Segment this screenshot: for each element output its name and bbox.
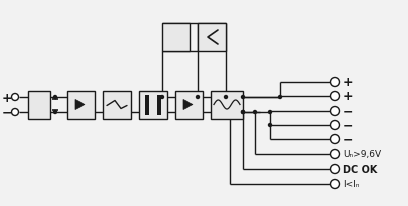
Text: −: −: [343, 133, 353, 146]
Text: +: +: [343, 76, 354, 89]
Circle shape: [53, 110, 57, 115]
Bar: [103, 91, 131, 119]
Circle shape: [224, 95, 228, 100]
Text: −: −: [343, 119, 353, 132]
Bar: [28, 91, 50, 119]
Text: +: +: [343, 90, 354, 103]
Text: Uₙ>9,6V: Uₙ>9,6V: [343, 150, 381, 159]
Bar: [175, 91, 203, 119]
Circle shape: [330, 135, 339, 144]
Circle shape: [330, 165, 339, 174]
Text: DC OK: DC OK: [343, 164, 377, 174]
Bar: [198, 24, 226, 52]
Bar: [145, 95, 149, 115]
Text: I<Iₙ: I<Iₙ: [343, 180, 359, 188]
Text: −: −: [2, 106, 12, 119]
Circle shape: [330, 78, 339, 87]
Circle shape: [196, 95, 200, 100]
Bar: [157, 95, 161, 115]
Circle shape: [330, 121, 339, 130]
Circle shape: [268, 110, 272, 115]
Circle shape: [330, 150, 339, 159]
Circle shape: [278, 95, 282, 100]
Bar: [139, 91, 167, 119]
Polygon shape: [75, 100, 85, 110]
Circle shape: [53, 95, 57, 100]
Polygon shape: [183, 100, 193, 110]
Circle shape: [241, 110, 245, 115]
Circle shape: [160, 95, 164, 100]
Circle shape: [11, 94, 18, 101]
Circle shape: [253, 110, 257, 115]
Circle shape: [268, 123, 272, 128]
Bar: [211, 91, 243, 119]
Circle shape: [330, 92, 339, 101]
Circle shape: [11, 109, 18, 116]
Circle shape: [330, 107, 339, 116]
Bar: [67, 91, 95, 119]
Text: −: −: [343, 105, 353, 118]
Text: +: +: [2, 91, 12, 104]
Circle shape: [330, 180, 339, 188]
Circle shape: [241, 95, 245, 100]
Bar: [162, 24, 190, 52]
Circle shape: [241, 110, 245, 115]
